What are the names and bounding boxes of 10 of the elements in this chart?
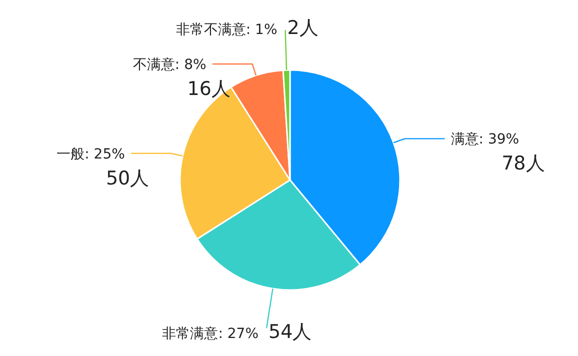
data-label: 50人 <box>106 167 150 190</box>
slice-label: 一般: 25% <box>56 146 125 162</box>
slice-label: 非常不满意: 1% <box>176 22 278 38</box>
data-label: 16人 <box>187 78 230 100</box>
data-label: 78人 <box>502 152 545 175</box>
data-label: 54人 <box>268 321 312 344</box>
slice-label: 不满意: 8% <box>132 56 206 73</box>
slice-label: 非常满意: 27% <box>162 326 259 342</box>
slice-label: 满意: 39% <box>450 132 520 148</box>
data-label: 2人 <box>287 17 318 40</box>
